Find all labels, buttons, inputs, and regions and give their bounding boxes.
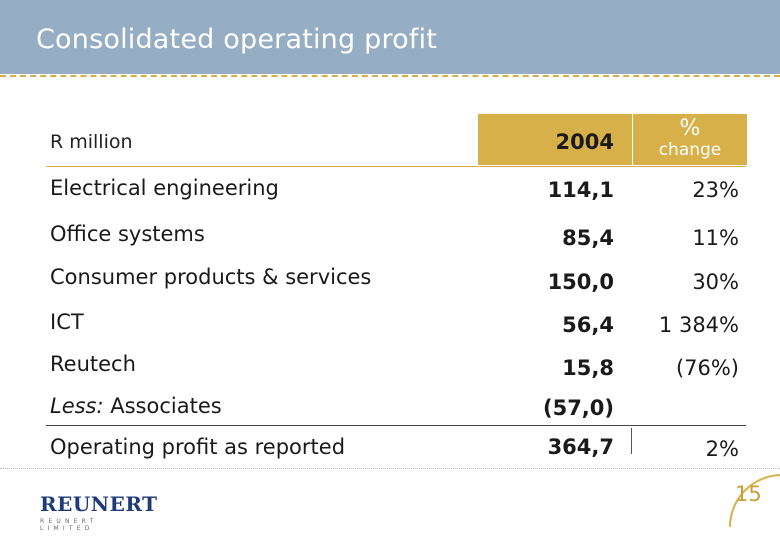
row-value: (57,0) — [542, 396, 614, 420]
row-value: 85,4 — [562, 226, 614, 250]
pct-symbol: % — [679, 116, 701, 141]
year-column-header: 2004 — [555, 130, 614, 154]
row-pct-change: 30% — [692, 270, 739, 294]
total-rule — [46, 425, 746, 426]
company-logo: REUNERT REUNERT LIMITED — [40, 492, 158, 532]
less-label: Less: — [50, 394, 104, 418]
total-row-value: 364,7 — [547, 435, 614, 459]
logo-subtitle: REUNERT LIMITED — [40, 518, 98, 532]
row-value: 56,4 — [562, 313, 614, 337]
column-divider — [631, 428, 632, 454]
page-number: 15 — [735, 482, 762, 506]
unit-label: R million — [50, 131, 133, 153]
logo-name: REUNERT — [40, 492, 158, 516]
row-label: Electrical engineering — [50, 176, 279, 200]
row-label: Less: Associates — [50, 394, 222, 418]
row-label: Office systems — [50, 222, 205, 246]
associates-label: Associates — [103, 394, 222, 418]
row-pct-change: 23% — [692, 178, 739, 202]
row-pct-change: 11% — [692, 226, 739, 250]
pct-change-column-header: % change — [633, 116, 747, 161]
row-value: 15,8 — [562, 356, 614, 380]
header-underline — [46, 166, 746, 167]
row-value: 114,1 — [547, 178, 614, 202]
row-label: Reutech — [50, 352, 136, 376]
row-label: Consumer products & services — [50, 265, 372, 289]
pct-column-header-bg — [633, 114, 747, 165]
slide-title: Consolidated operating profit — [36, 24, 438, 55]
header-divider — [0, 75, 780, 77]
pct-word: change — [658, 140, 722, 161]
year-column-header-bg — [478, 114, 632, 165]
total-row-label: Operating profit as reported — [50, 435, 346, 459]
total-row-pct-change: 2% — [705, 437, 739, 461]
slide-header: Consolidated operating profit — [0, 0, 780, 74]
page-number-arc-icon — [729, 474, 780, 527]
row-pct-change: (76%) — [675, 356, 739, 380]
row-pct-change: 1 384% — [658, 313, 739, 337]
footer-divider — [0, 468, 780, 469]
row-value: 150,0 — [547, 270, 614, 294]
row-label: ICT — [50, 310, 84, 334]
